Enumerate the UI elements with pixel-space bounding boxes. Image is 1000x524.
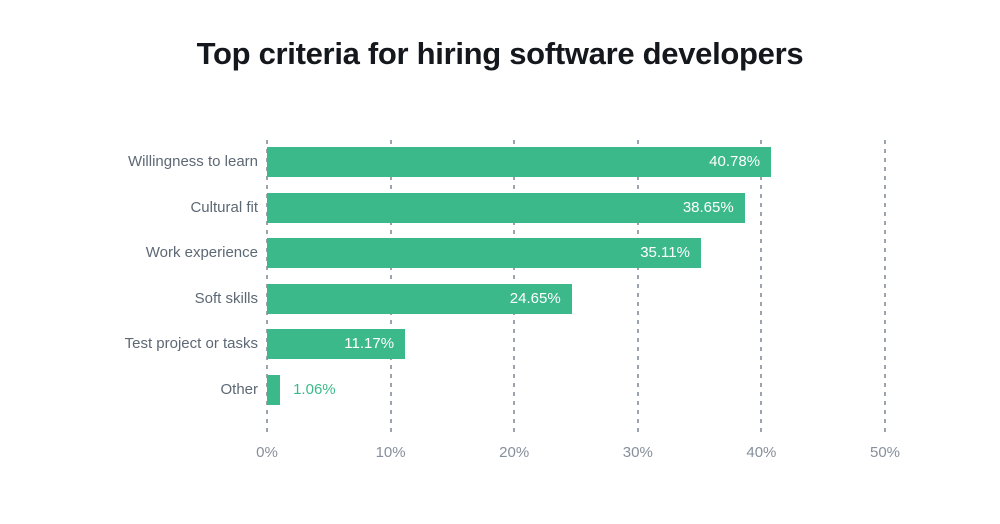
category-label: Cultural fit	[190, 198, 258, 216]
category-label: Work experience	[145, 244, 258, 261]
bar: 11.17%	[267, 329, 406, 359]
gridline	[760, 140, 763, 436]
value-label: 40.78%	[709, 153, 761, 170]
category-label: Other	[220, 380, 258, 398]
value-label: 38.65%	[682, 198, 734, 216]
category-label: Test project or tasks	[124, 335, 258, 352]
category-label: Willingness to learn	[127, 153, 258, 170]
bar: 40.78%	[267, 147, 772, 177]
bar: 35.11%	[267, 238, 701, 268]
x-tick-label: 20%	[499, 444, 530, 461]
chart-title: Top criteria for hiring software develop…	[196, 36, 804, 71]
x-tick-label: 50%	[869, 444, 901, 461]
x-tick-label: 10%	[375, 444, 406, 461]
x-tick-label: 40%	[746, 444, 777, 461]
x-tick-label: 30%	[622, 444, 653, 461]
bar: 24.65%	[267, 283, 572, 314]
category-label: Soft skills	[194, 289, 258, 307]
x-tick-label: 0%	[256, 444, 278, 461]
gridline	[636, 140, 639, 436]
value-label: 35.11%	[640, 244, 690, 261]
value-label: 24.65%	[509, 289, 561, 307]
bar	[267, 374, 281, 405]
gridline	[884, 140, 886, 436]
value-label: 11.17%	[344, 335, 395, 352]
value-label: 1.06%	[293, 380, 336, 398]
bar: 38.65%	[267, 192, 745, 223]
